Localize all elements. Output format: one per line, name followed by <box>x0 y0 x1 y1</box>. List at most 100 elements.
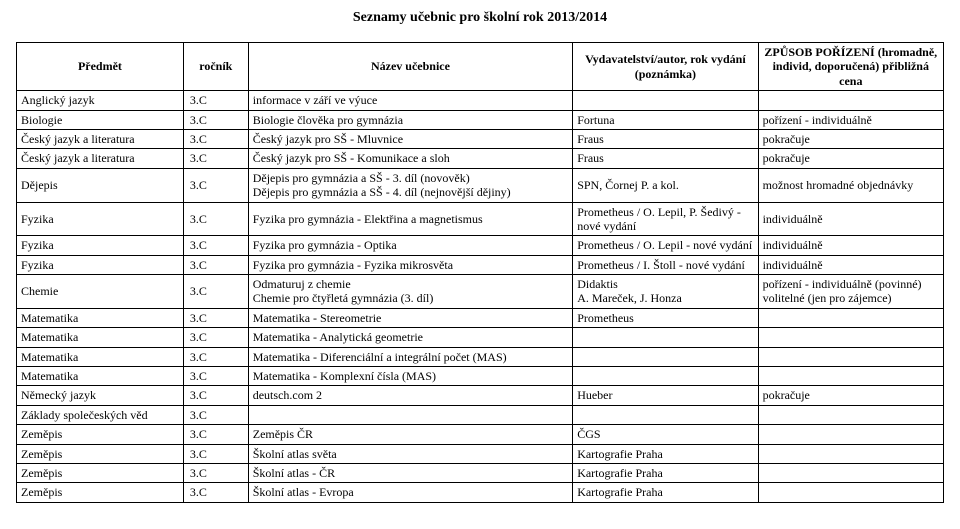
cell-book: Fyzika pro gymnázia - Fyzika mikrosvěta <box>248 255 572 274</box>
table-row: Chemie3.COdmaturuj z chemieChemie pro čt… <box>17 275 944 309</box>
cell-publisher <box>573 347 758 366</box>
cell-acquisition <box>758 91 943 110</box>
cell-book: Matematika - Komplexní čísla (MAS) <box>248 367 572 386</box>
table-row: Zeměpis3.CŠkolní atlas - ČRKartografie P… <box>17 463 944 482</box>
table-row: Český jazyk a literatura3.CČeský jazyk p… <box>17 149 944 168</box>
cell-book: Školní atlas - ČR <box>248 463 572 482</box>
cell-publisher: Hueber <box>573 386 758 405</box>
cell-subject: Zeměpis <box>17 463 184 482</box>
cell-grade: 3.C <box>183 444 248 463</box>
cell-publisher: Fraus <box>573 149 758 168</box>
cell-book: deutsch.com 2 <box>248 386 572 405</box>
cell-subject: Zeměpis <box>17 483 184 502</box>
table-row: Anglický jazyk3.Cinformace v září ve výu… <box>17 91 944 110</box>
cell-book: Biologie člověka pro gymnázia <box>248 110 572 129</box>
cell-publisher: Kartografie Praha <box>573 483 758 502</box>
table-row: Matematika3.CMatematika - StereometriePr… <box>17 308 944 327</box>
cell-book: Fyzika pro gymnázia - Optika <box>248 236 572 255</box>
cell-publisher: Prometheus / O. Lepil, P. Šedivý - nové … <box>573 202 758 236</box>
cell-grade: 3.C <box>183 328 248 347</box>
cell-grade: 3.C <box>183 367 248 386</box>
table-row: Německý jazyk3.Cdeutsch.com 2Hueberpokra… <box>17 386 944 405</box>
page-title: Seznamy učebnic pro školní rok 2013/2014 <box>16 10 944 26</box>
cell-grade: 3.C <box>183 405 248 424</box>
cell-book: Školní atlas světa <box>248 444 572 463</box>
table-row: Základy společeských věd3.C <box>17 405 944 424</box>
cell-subject: Matematika <box>17 308 184 327</box>
cell-subject: Anglický jazyk <box>17 91 184 110</box>
cell-acquisition <box>758 405 943 424</box>
cell-acquisition <box>758 347 943 366</box>
cell-subject: Český jazyk a literatura <box>17 129 184 148</box>
cell-publisher: ČGS <box>573 425 758 444</box>
cell-book: Školní atlas - Evropa <box>248 483 572 502</box>
cell-publisher: Fraus <box>573 129 758 148</box>
cell-grade: 3.C <box>183 202 248 236</box>
cell-book: informace v září ve výuce <box>248 91 572 110</box>
cell-subject: Matematika <box>17 328 184 347</box>
cell-subject: Matematika <box>17 347 184 366</box>
cell-publisher: Prometheus / I. Štoll - nové vydání <box>573 255 758 274</box>
cell-acquisition: individuálně <box>758 202 943 236</box>
cell-grade: 3.C <box>183 275 248 309</box>
table-row: Zeměpis3.CŠkolní atlas - EvropaKartograf… <box>17 483 944 502</box>
cell-book <box>248 405 572 424</box>
table-row: Matematika3.CMatematika - Komplexní čísl… <box>17 367 944 386</box>
cell-grade: 3.C <box>183 129 248 148</box>
cell-acquisition: pořízení - individuálně <box>758 110 943 129</box>
cell-book: Odmaturuj z chemieChemie pro čtyřletá gy… <box>248 275 572 309</box>
cell-publisher <box>573 367 758 386</box>
table-body: Anglický jazyk3.Cinformace v září ve výu… <box>17 91 944 503</box>
cell-book: Matematika - Diferenciální a integrální … <box>248 347 572 366</box>
cell-grade: 3.C <box>183 168 248 202</box>
table-row: Fyzika3.CFyzika pro gymnázia - Fyzika mi… <box>17 255 944 274</box>
cell-publisher <box>573 91 758 110</box>
cell-publisher <box>573 405 758 424</box>
table-header-row: Předmět ročník Název učebnice Vydavatels… <box>17 43 944 91</box>
cell-subject: Základy společeských věd <box>17 405 184 424</box>
cell-book: Český jazyk pro SŠ - Mluvnice <box>248 129 572 148</box>
cell-grade: 3.C <box>183 149 248 168</box>
cell-publisher: SPN, Čornej P. a kol. <box>573 168 758 202</box>
table-row: Zeměpis3.CZeměpis ČRČGS <box>17 425 944 444</box>
cell-book: Fyzika pro gymnázia - Elektřina a magnet… <box>248 202 572 236</box>
cell-publisher: Fortuna <box>573 110 758 129</box>
cell-grade: 3.C <box>183 463 248 482</box>
header-subject: Předmět <box>17 43 184 91</box>
table-row: Fyzika3.CFyzika pro gymnázia - Elektřina… <box>17 202 944 236</box>
cell-acquisition <box>758 483 943 502</box>
table-row: Český jazyk a literatura3.CČeský jazyk p… <box>17 129 944 148</box>
cell-subject: Biologie <box>17 110 184 129</box>
cell-subject: Fyzika <box>17 202 184 236</box>
table-row: Biologie3.CBiologie člověka pro gymnázia… <box>17 110 944 129</box>
table-row: Dějepis3.CDějepis pro gymnázia a SŠ - 3.… <box>17 168 944 202</box>
cell-acquisition: pokračuje <box>758 386 943 405</box>
cell-grade: 3.C <box>183 483 248 502</box>
cell-publisher: Prometheus <box>573 308 758 327</box>
cell-book: Matematika - Stereometrie <box>248 308 572 327</box>
cell-book: Zeměpis ČR <box>248 425 572 444</box>
cell-acquisition <box>758 308 943 327</box>
header-publisher: Vydavatelství/autor, rok vydání (poznámk… <box>573 43 758 91</box>
cell-subject: Dějepis <box>17 168 184 202</box>
cell-subject: Matematika <box>17 367 184 386</box>
cell-acquisition: pokračuje <box>758 129 943 148</box>
header-grade: ročník <box>183 43 248 91</box>
cell-subject: Zeměpis <box>17 444 184 463</box>
cell-acquisition <box>758 425 943 444</box>
cell-grade: 3.C <box>183 236 248 255</box>
cell-acquisition: individuálně <box>758 236 943 255</box>
cell-subject: Český jazyk a literatura <box>17 149 184 168</box>
header-book: Název učebnice <box>248 43 572 91</box>
cell-grade: 3.C <box>183 347 248 366</box>
table-row: Matematika3.CMatematika - Analytická geo… <box>17 328 944 347</box>
cell-subject: Německý jazyk <box>17 386 184 405</box>
cell-acquisition: možnost hromadné objednávky <box>758 168 943 202</box>
cell-book: Dějepis pro gymnázia a SŠ - 3. díl (novo… <box>248 168 572 202</box>
header-acquisition: ZPŮSOB POŘÍZENÍ (hromadně, individ, dopo… <box>758 43 943 91</box>
table-row: Zeměpis3.CŠkolní atlas světaKartografie … <box>17 444 944 463</box>
cell-publisher: DidaktisA. Mareček, J. Honza <box>573 275 758 309</box>
cell-grade: 3.C <box>183 425 248 444</box>
cell-grade: 3.C <box>183 386 248 405</box>
cell-book: Český jazyk pro SŠ - Komunikace a sloh <box>248 149 572 168</box>
